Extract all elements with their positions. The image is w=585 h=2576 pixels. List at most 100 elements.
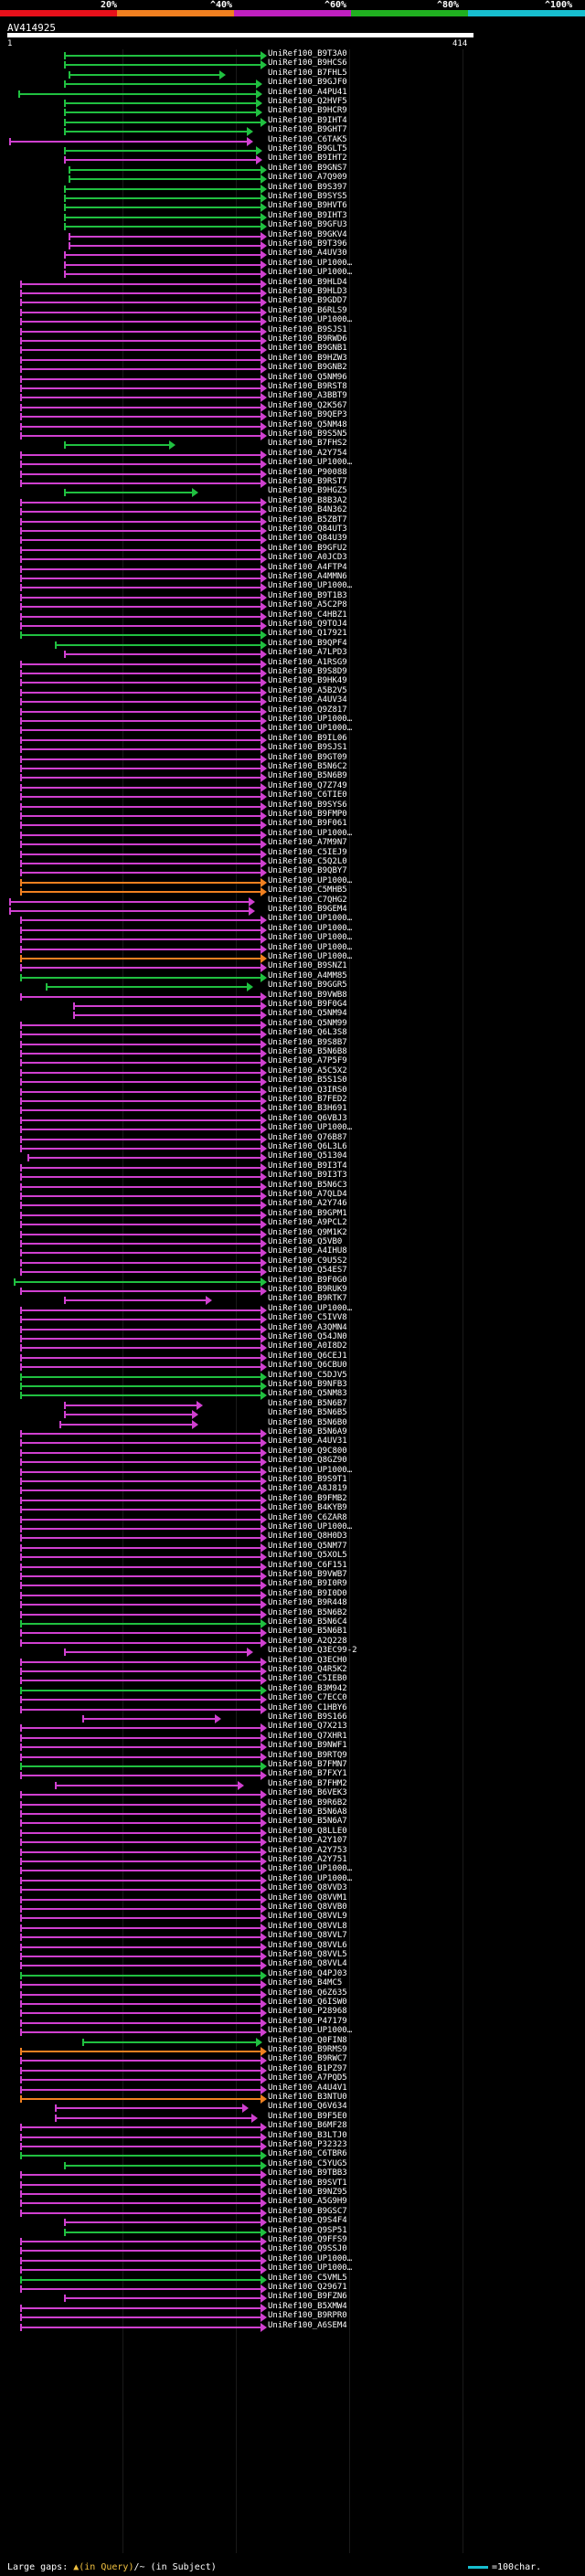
hit-label[interactable]: UniRef100_B9GSC7 — [268, 2206, 347, 2216]
hit-label[interactable]: UniRef100_B9RMS9 — [268, 2045, 347, 2054]
hit-label[interactable]: UniRef100_C6ZAR8 — [268, 1512, 347, 1522]
hit-row[interactable]: UniRef100_A8J819 — [0, 1484, 585, 1496]
hit-label[interactable]: UniRef100_P90088 — [268, 467, 347, 477]
hit-label[interactable]: UniRef100_B9GKV4 — [268, 229, 347, 239]
hit-label[interactable]: UniRef100_UP1000… — [268, 914, 353, 924]
hit-row[interactable]: UniRef100_Q84UT3 — [0, 525, 585, 536]
hit-row[interactable]: UniRef100_B7FHM2 — [0, 1779, 585, 1791]
hit-row[interactable]: UniRef100_B5N6B5 — [0, 1408, 585, 1420]
hit-label[interactable]: UniRef100_C5DJV5 — [268, 1370, 347, 1380]
hit-row[interactable]: UniRef100_Q8VVL9 — [0, 1912, 585, 1924]
hit-label[interactable]: UniRef100_B7FHS2 — [268, 439, 347, 449]
hit-row[interactable]: UniRef100_Q5NM94 — [0, 1009, 585, 1021]
hit-row[interactable]: UniRef100_B9HZW3 — [0, 354, 585, 366]
hit-row[interactable]: UniRef100_B9F0G0 — [0, 1276, 585, 1288]
hit-row[interactable]: UniRef100_B9HLD4 — [0, 278, 585, 290]
hit-label[interactable]: UniRef100_B9S9T1 — [268, 1475, 347, 1484]
hit-row[interactable]: UniRef100_B1PZ97 — [0, 2064, 585, 2076]
hit-row[interactable]: UniRef100_Q3EC99-2 — [0, 1646, 585, 1658]
hit-row[interactable]: UniRef100_Q7XHR1 — [0, 1732, 585, 1744]
hit-row[interactable]: UniRef100_C6TBR6 — [0, 2149, 585, 2161]
hit-row[interactable]: UniRef100_Q8VVL8 — [0, 1922, 585, 1934]
hit-label[interactable]: UniRef100_B9FMP0 — [268, 810, 347, 819]
hit-label[interactable]: UniRef100_Q84U39 — [268, 534, 347, 544]
hit-label[interactable]: UniRef100_A0JCD3 — [268, 553, 347, 563]
hit-label[interactable]: UniRef100_B3H691 — [268, 1104, 347, 1114]
hit-row[interactable]: UniRef100_B9SVT1 — [0, 2178, 585, 2190]
hit-row[interactable]: UniRef100_Q6CEJ1 — [0, 1352, 585, 1363]
hit-row[interactable]: UniRef100_Q6V634 — [0, 2102, 585, 2114]
hit-row[interactable]: UniRef100_Q5XOL5 — [0, 1551, 585, 1563]
hit-row[interactable]: UniRef100_A6SEM4 — [0, 2321, 585, 2333]
hit-row[interactable]: UniRef100_B5N6B0 — [0, 1418, 585, 1430]
hit-label[interactable]: UniRef100_B9R448 — [268, 1598, 347, 1608]
hit-row[interactable]: UniRef100_B9T396 — [0, 239, 585, 251]
hit-row[interactable]: UniRef100_B4N362 — [0, 505, 585, 517]
hit-label[interactable]: UniRef100_UP1000… — [268, 933, 353, 943]
hit-label[interactable]: UniRef100_B9GDD7 — [268, 296, 347, 306]
hit-label[interactable]: UniRef100_Q3IRS0 — [268, 1085, 347, 1095]
hit-label[interactable]: UniRef100_B5S1S0 — [268, 1076, 347, 1086]
hit-row[interactable]: UniRef100_B9RUK9 — [0, 1285, 585, 1297]
hit-label[interactable]: UniRef100_UP1000… — [268, 923, 353, 933]
hit-row[interactable]: UniRef100_B9RST8 — [0, 382, 585, 394]
hit-row[interactable]: UniRef100_UP1000… — [0, 876, 585, 888]
hit-row[interactable]: UniRef100_UP1000… — [0, 2254, 585, 2266]
hit-row[interactable]: UniRef100_A4UV31 — [0, 1436, 585, 1448]
hit-label[interactable]: UniRef100_B9F061 — [268, 819, 347, 829]
hit-label[interactable]: UniRef100_B9HLD4 — [268, 277, 347, 287]
hit-row[interactable]: UniRef100_B9GT09 — [0, 753, 585, 765]
hit-row[interactable]: UniRef100_Q4PJ03 — [0, 1969, 585, 1981]
hit-label[interactable]: UniRef100_Q5NM96 — [268, 372, 347, 382]
hit-row[interactable]: UniRef100_B9NFB3 — [0, 1380, 585, 1392]
hit-row[interactable]: UniRef100_UP1000… — [0, 458, 585, 470]
hit-label[interactable]: UniRef100_B9GEM4 — [268, 905, 347, 914]
hit-row[interactable]: UniRef100_B9F0G4 — [0, 1000, 585, 1012]
hit-label[interactable]: UniRef100_A7QLD4 — [268, 1190, 347, 1199]
hit-label[interactable]: UniRef100_B9T3A0 — [268, 49, 347, 58]
hit-label[interactable]: UniRef100_A7PQD5 — [268, 2073, 347, 2083]
hit-row[interactable]: UniRef100_B9FZN6 — [0, 2292, 585, 2304]
hit-row[interactable]: UniRef100_B9I0R9 — [0, 1579, 585, 1591]
hit-row[interactable]: UniRef100_B9GNB2 — [0, 363, 585, 375]
hit-row[interactable]: UniRef100_UP1000… — [0, 724, 585, 736]
hit-row[interactable]: UniRef100_A7PQD5 — [0, 2073, 585, 2085]
hit-row[interactable]: UniRef100_B9GSC7 — [0, 2207, 585, 2219]
hit-label[interactable]: UniRef100_B9S166 — [268, 1712, 347, 1722]
hit-row[interactable]: UniRef100_B9FMP0 — [0, 810, 585, 822]
hit-label[interactable]: UniRef100_Q8VVL9 — [268, 1912, 347, 1922]
hit-label[interactable]: UniRef100_B9SNZ1 — [268, 961, 347, 971]
hit-row[interactable]: UniRef100_B5N6B7 — [0, 1399, 585, 1411]
hit-row[interactable]: UniRef100_Q7X213 — [0, 1722, 585, 1733]
hit-row[interactable]: UniRef100_C7ECC0 — [0, 1693, 585, 1705]
hit-row[interactable]: UniRef100_B5N6B9 — [0, 771, 585, 783]
hit-label[interactable]: UniRef100_C5VML5 — [268, 2273, 347, 2283]
hit-row[interactable]: UniRef100_B9RPR0 — [0, 2311, 585, 2323]
hit-label[interactable]: UniRef100_C6TAK5 — [268, 134, 347, 144]
hit-row[interactable]: UniRef100_C7QHG2 — [0, 896, 585, 907]
hit-row[interactable]: UniRef100_B9IHT3 — [0, 211, 585, 223]
hit-row[interactable]: UniRef100_Q9SP51 — [0, 2226, 585, 2238]
hit-row[interactable]: UniRef100_A3QMN4 — [0, 1323, 585, 1335]
hit-row[interactable]: UniRef100_UP1000… — [0, 829, 585, 841]
hit-label[interactable]: UniRef100_A9PCL2 — [268, 1218, 347, 1228]
hit-label[interactable]: UniRef100_B1PZ97 — [268, 2063, 347, 2073]
hit-label[interactable]: UniRef100_B9HCR9 — [268, 106, 347, 116]
hit-label[interactable]: UniRef100_B9GLT5 — [268, 144, 347, 154]
hit-row[interactable]: UniRef100_B9FMB2 — [0, 1494, 585, 1506]
hit-label[interactable]: UniRef100_B5N6B2 — [268, 1607, 347, 1617]
hit-label[interactable]: UniRef100_A1RSG9 — [268, 657, 347, 667]
hit-label[interactable]: UniRef100_UP1000… — [268, 1123, 353, 1133]
hit-label[interactable]: UniRef100_B9RWD6 — [268, 334, 347, 344]
hit-label[interactable]: UniRef100_Q6Z635 — [268, 1988, 347, 1998]
hit-row[interactable]: UniRef100_B9NWF1 — [0, 1741, 585, 1753]
hit-row[interactable]: UniRef100_A4PU41 — [0, 88, 585, 100]
hit-row[interactable]: UniRef100_B9QBY7 — [0, 866, 585, 878]
hit-label[interactable]: UniRef100_A6SEM4 — [268, 2320, 347, 2330]
hit-label[interactable]: UniRef100_A4UV31 — [268, 1436, 347, 1447]
hit-label[interactable]: UniRef100_P28968 — [268, 2007, 347, 2017]
hit-row[interactable]: UniRef100_B9RWD6 — [0, 334, 585, 346]
hit-row[interactable]: UniRef100_B9VWB7 — [0, 1570, 585, 1582]
hit-label[interactable]: UniRef100_Q6L3S8 — [268, 1028, 347, 1038]
hit-row[interactable]: UniRef100_B9T3A0 — [0, 49, 585, 61]
